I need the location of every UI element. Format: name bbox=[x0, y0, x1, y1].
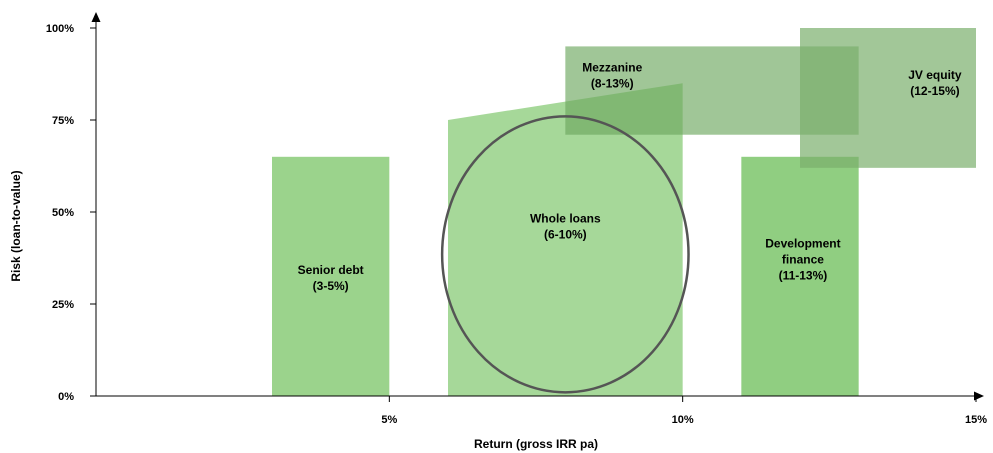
regions-layer bbox=[272, 28, 976, 396]
region-labels: Senior debt (3-5%) Whole loans (6-10%) Mezza… bbox=[298, 61, 962, 293]
region-label-development-finance: Development finance (11-13%) bbox=[765, 237, 840, 283]
region-jv-equity bbox=[800, 28, 976, 168]
y-tick-label: 50% bbox=[52, 207, 74, 219]
region-development-finance bbox=[741, 156, 859, 396]
axes bbox=[91, 12, 984, 401]
y-tick-label: 25% bbox=[52, 299, 74, 311]
x-axis-title: Return (gross IRR pa) bbox=[474, 437, 598, 451]
region-label-whole-loans: Whole loans (6-10%) bbox=[530, 211, 601, 241]
y-axis-title: Risk (loan-to-value) bbox=[9, 170, 23, 281]
region-label-senior-debt: Senior debt (3-5%) bbox=[298, 263, 364, 293]
y-axis-arrow-icon bbox=[91, 12, 101, 22]
region-senior-debt bbox=[272, 156, 390, 396]
y-tick-label: 0% bbox=[58, 391, 74, 403]
ellipse-layer bbox=[440, 115, 690, 394]
y-tick-label: 75% bbox=[52, 115, 74, 127]
ticks-layer: 0% 25% 50% 75% 100% 5% 10% 15% bbox=[46, 23, 987, 426]
y-tick-label: 100% bbox=[46, 23, 74, 35]
highlight-ellipse bbox=[440, 115, 690, 394]
x-tick-label: 15% bbox=[965, 414, 987, 426]
x-tick-label: 10% bbox=[672, 414, 694, 426]
region-label-mezzanine: Mezzanine (8-13%) bbox=[582, 61, 642, 91]
x-tick-label: 5% bbox=[381, 414, 397, 426]
region-whole-loans bbox=[448, 83, 683, 396]
region-label-jv-equity: JV equity (12-15%) bbox=[908, 68, 962, 98]
